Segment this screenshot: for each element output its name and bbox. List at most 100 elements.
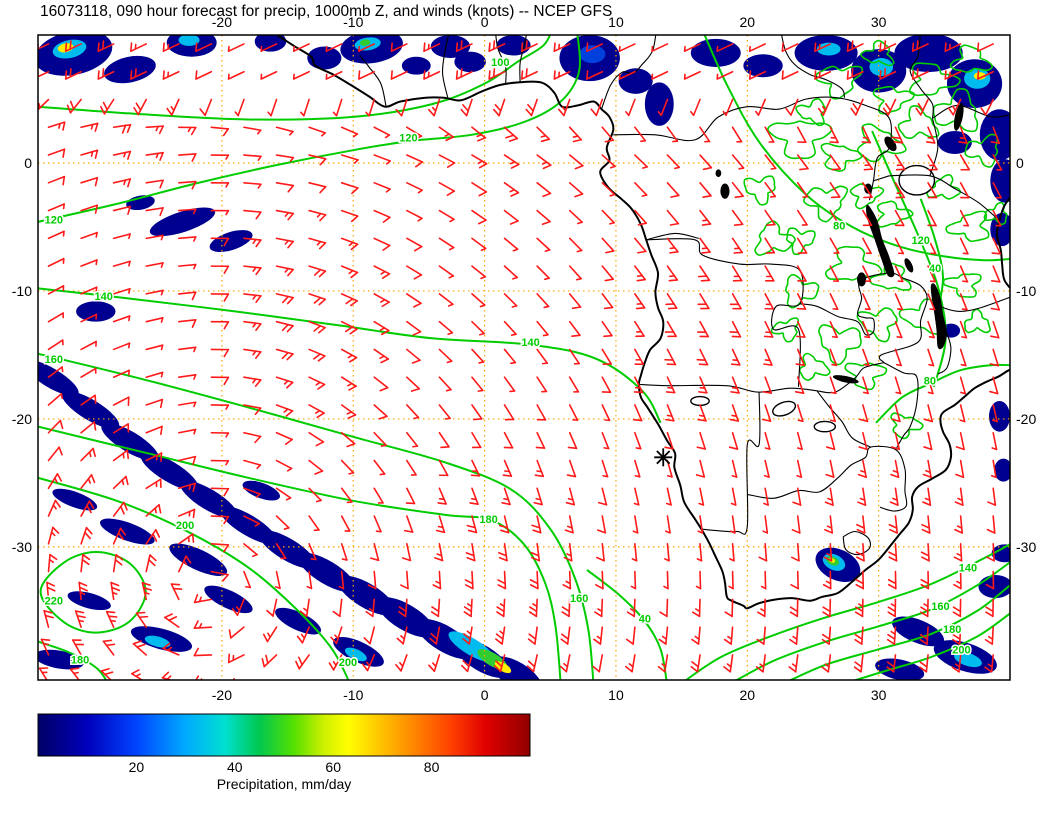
wind-barb [166, 98, 180, 116]
wind-barb [568, 320, 581, 338]
wind-barb [527, 683, 537, 699]
wind-barb [829, 182, 841, 199]
colorbar-caption: Precipitation, mm/day [217, 776, 352, 792]
wind-barb [363, 626, 376, 645]
barb-staff [161, 677, 173, 680]
barb-feather [603, 334, 613, 338]
barb-staff [959, 376, 967, 395]
wind-barb [854, 626, 864, 645]
barb-staff [308, 237, 327, 244]
wind-barb [145, 179, 164, 189]
barb-staff [471, 543, 476, 562]
barb-staff [178, 346, 197, 351]
wind-barb [373, 459, 386, 476]
barb-staff [178, 318, 197, 323]
barb-staff [887, 98, 897, 116]
barb-staff [97, 43, 115, 52]
barb-feather [814, 42, 817, 52]
barb-half-feather [987, 635, 994, 640]
barb-half-feather [925, 470, 931, 474]
height-contour-loop [963, 308, 991, 334]
barb-feather [136, 643, 146, 648]
location-asterisk [654, 448, 673, 467]
barb-feather [254, 435, 262, 444]
barb-staff [829, 265, 840, 282]
barb-half-feather [380, 270, 386, 275]
barb-feather [509, 220, 519, 225]
barb-feather [361, 663, 369, 672]
wind-barb [423, 70, 441, 80]
wind-barb [396, 626, 408, 645]
wind-barb [340, 487, 353, 504]
barb-staff [112, 553, 117, 573]
wind-barb [461, 683, 472, 699]
wind-barb [699, 237, 711, 254]
wind-barb [911, 40, 929, 52]
wind-barb [536, 182, 552, 198]
height-contour-loop [856, 307, 898, 343]
barb-staff [959, 265, 969, 283]
barb-staff [339, 598, 343, 618]
barb-staff [438, 237, 455, 249]
barb-staff [335, 626, 343, 645]
barb-feather [883, 68, 887, 78]
wind-barb [823, 543, 833, 562]
barb-half-feather [565, 580, 571, 585]
barb-staff [666, 154, 681, 169]
barb-half-feather [567, 497, 574, 501]
wind-barb [178, 508, 196, 519]
wind-barb [846, 40, 864, 52]
barb-feather [223, 237, 230, 247]
barb-feather [887, 695, 893, 700]
barb-feather [856, 523, 865, 529]
barb-staff [731, 543, 735, 562]
height-contour [38, 476, 350, 680]
barb-staff [666, 293, 678, 309]
barb-staff [601, 293, 614, 309]
barb-staff [699, 265, 711, 282]
barb-staff [471, 459, 481, 477]
barb-staff [716, 43, 734, 52]
barb-staff [568, 293, 582, 308]
barb-staff [145, 425, 163, 434]
barb-half-feather [661, 663, 667, 668]
barb-staff [568, 598, 571, 618]
wind-barb [47, 257, 65, 267]
barb-feather [192, 482, 196, 492]
height-contour-loop [844, 362, 888, 391]
wind-barb [699, 209, 712, 226]
wind-barb [306, 570, 313, 590]
barb-half-feather [346, 411, 353, 415]
barb-feather [191, 318, 197, 328]
barb-feather [97, 42, 100, 52]
barb-staff [731, 182, 744, 197]
contour-label: 160 [931, 601, 949, 613]
barb-staff [193, 654, 213, 657]
wind-barb [723, 626, 734, 645]
wind-barb [358, 70, 376, 80]
wind-barb [438, 404, 451, 420]
barb-staff [829, 431, 836, 451]
barb-half-feather [193, 208, 197, 215]
barb-feather [952, 611, 962, 618]
barb-feather [318, 270, 327, 278]
barb-staff [600, 598, 604, 618]
barb-feather [817, 107, 825, 116]
wind-barb [243, 320, 262, 332]
wind-barb [97, 40, 115, 52]
wind-barb [325, 43, 343, 52]
barb-feather [781, 70, 784, 80]
wind-barb [210, 515, 230, 525]
wind-barb [71, 639, 85, 656]
wind-barb [764, 209, 776, 227]
barb-feather [92, 447, 96, 458]
wind-barb [340, 515, 351, 532]
barb-half-feather [563, 662, 569, 668]
wind-barb [781, 70, 799, 80]
barb-feather [350, 243, 359, 251]
height-contour [586, 569, 668, 680]
barb-feather [665, 418, 675, 422]
barb-feather [954, 501, 964, 506]
wind-barb [796, 154, 809, 171]
barb-staff [764, 487, 769, 506]
